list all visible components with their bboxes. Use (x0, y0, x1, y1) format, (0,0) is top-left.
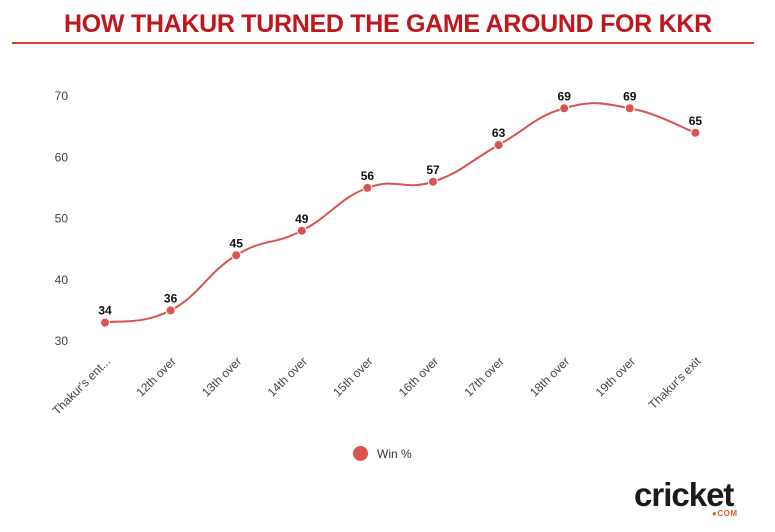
x-tick-label: 18th over (527, 354, 572, 399)
x-tick-label: 14th over (265, 354, 310, 399)
y-tick-label: 70 (55, 89, 69, 103)
y-tick-label: 40 (55, 273, 69, 287)
x-tick-label: 16th over (396, 354, 441, 399)
y-tick-label: 50 (55, 212, 69, 226)
data-point[interactable] (690, 127, 701, 138)
data-point[interactable] (165, 305, 176, 316)
data-label: 36 (164, 291, 178, 305)
x-tick-label: 15th over (330, 354, 375, 399)
series-line-win-pct (104, 102, 696, 324)
brand-logo-sub: ●COM (712, 509, 738, 518)
data-point[interactable] (559, 103, 570, 114)
data-label: 69 (558, 89, 572, 103)
chart-title: HOW THAKUR TURNED THE GAME AROUND FOR KK… (64, 10, 712, 38)
data-label: 45 (230, 236, 244, 250)
data-label: 49 (295, 212, 309, 226)
data-point[interactable] (100, 317, 110, 328)
x-axis-ticks: Thakur's ent... 12th over 13th over 14th ov… (50, 354, 704, 418)
data-point[interactable] (493, 140, 504, 150)
x-tick-label: 12th over (133, 354, 178, 399)
x-tick-label: Thakur's ent... (50, 354, 113, 417)
data-label: 65 (689, 114, 703, 128)
data-label: 57 (426, 163, 440, 177)
data-labels: 34 36 45 49 56 57 63 69 69 65 (98, 89, 702, 317)
y-axis-ticks: 30 40 50 60 70 (55, 89, 69, 348)
data-label: 34 (98, 304, 112, 318)
data-label: 56 (361, 169, 375, 183)
legend[interactable]: Win % (353, 446, 412, 461)
data-point[interactable] (624, 103, 635, 114)
title-divider (12, 42, 754, 44)
data-label: 69 (623, 89, 637, 103)
data-point[interactable] (231, 250, 242, 261)
legend-label: Win % (377, 446, 412, 461)
x-tick-label: 13th over (199, 354, 244, 399)
x-tick-label: 17th over (461, 354, 506, 399)
data-point[interactable] (362, 182, 373, 193)
data-label: 63 (492, 126, 506, 140)
y-tick-label: 30 (55, 334, 69, 348)
brand-logo: cricket (634, 476, 734, 513)
y-tick-label: 60 (55, 150, 69, 164)
x-tick-label: 19th over (593, 354, 638, 399)
legend-marker (353, 446, 368, 461)
data-point[interactable] (428, 176, 438, 187)
x-tick-label: Thakur's exit (646, 354, 704, 412)
data-points (100, 103, 701, 328)
data-point[interactable] (296, 225, 307, 236)
